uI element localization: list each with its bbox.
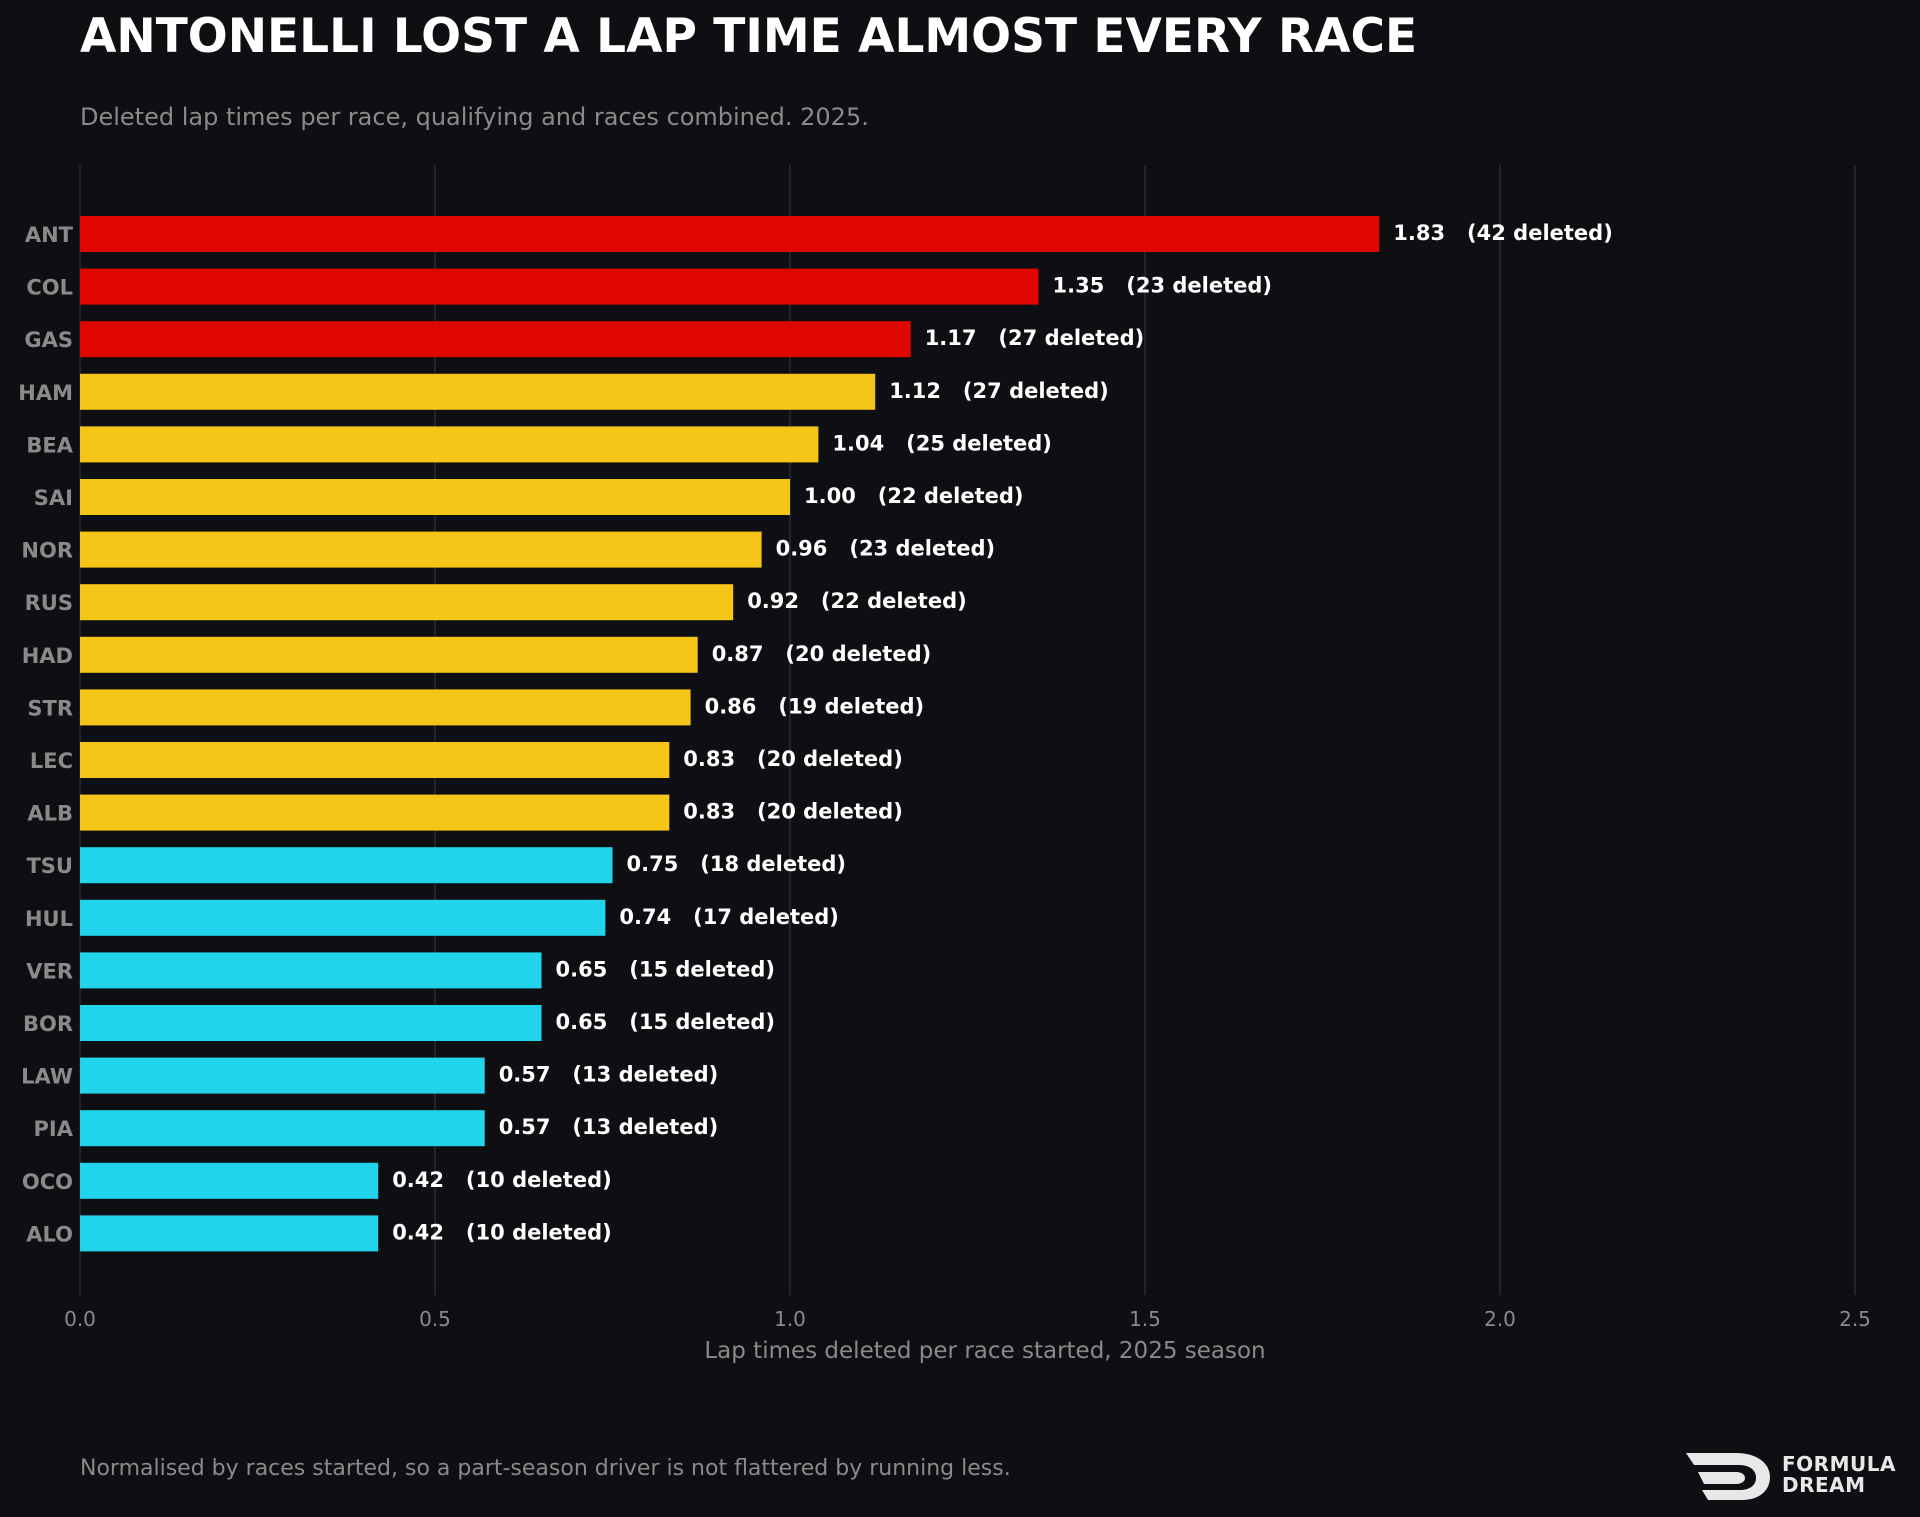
x-tick-label: 0.0 — [64, 1307, 96, 1331]
logo-mark-icon — [1686, 1453, 1770, 1500]
bar — [80, 268, 1039, 305]
x-axis-label: Lap times deleted per race started, 2025… — [704, 1338, 1265, 1364]
category-label: TSU — [26, 854, 73, 878]
bar — [80, 742, 670, 778]
data-label: 0.65 (15 deleted) — [556, 957, 776, 981]
category-label: COL — [26, 276, 73, 300]
data-label: 0.65 (15 deleted) — [556, 1010, 776, 1034]
logo-line-2: DREAM — [1782, 1473, 1866, 1497]
data-label: 1.00 (22 deleted) — [804, 484, 1024, 508]
category-label: LEC — [30, 749, 73, 773]
data-label: 1.17 (27 deleted) — [925, 326, 1145, 350]
bar — [80, 847, 613, 884]
category-label: OCO — [22, 1170, 73, 1194]
category-label: BOR — [23, 1012, 73, 1036]
data-label: 0.75 (18 deleted) — [627, 852, 847, 876]
data-label: 0.96 (23 deleted) — [776, 537, 996, 561]
bar — [80, 636, 698, 673]
category-label: VER — [26, 959, 73, 983]
bar — [80, 1110, 485, 1147]
category-label: STR — [27, 696, 73, 720]
category-label: LAW — [21, 1065, 73, 1089]
category-label: SAI — [34, 486, 73, 510]
category-label: PIA — [34, 1117, 74, 1141]
category-label: GAS — [24, 328, 73, 352]
logo-line-1: FORMULA — [1782, 1452, 1896, 1476]
x-tick-label: 1.5 — [1129, 1307, 1161, 1331]
category-label: HAM — [18, 381, 73, 405]
bar — [80, 794, 670, 831]
data-label: 0.57 (13 deleted) — [499, 1115, 719, 1139]
bar-chart: ANT 1.83 (42 deleted) COL 1.35 (23 deleted)… — [18, 165, 1871, 1364]
bar — [80, 1005, 542, 1041]
logo-wordmark: FORMULA DREAM — [1782, 1454, 1896, 1496]
chart-subtitle: Deleted lap times per race, qualifying a… — [80, 103, 869, 131]
data-label: 1.83 (42 deleted) — [1393, 221, 1613, 245]
data-label: 1.35 (23 deleted) — [1053, 274, 1273, 298]
footnote: Normalised by races started, so a part-s… — [80, 1456, 1011, 1481]
category-label: ALB — [27, 802, 73, 826]
data-label: 0.87 (20 deleted) — [712, 642, 932, 666]
category-label: NOR — [21, 539, 73, 563]
data-label: 0.86 (19 deleted) — [705, 694, 925, 718]
bar — [80, 584, 734, 621]
bar — [80, 1162, 379, 1199]
data-label: 0.83 (20 deleted) — [683, 747, 903, 771]
x-tick-label: 1.0 — [774, 1307, 806, 1331]
category-label: RUS — [25, 591, 73, 615]
data-label: 0.57 (13 deleted) — [499, 1063, 719, 1087]
bar — [80, 689, 691, 726]
data-label: 1.04 (25 deleted) — [832, 431, 1052, 455]
bar — [80, 216, 1380, 252]
category-label: ALO — [26, 1222, 73, 1246]
bar — [80, 1215, 379, 1252]
data-label: 0.92 (22 deleted) — [747, 589, 967, 613]
bar — [80, 373, 876, 410]
x-tick-label: 2.0 — [1484, 1307, 1516, 1331]
data-label: 0.83 (20 deleted) — [683, 800, 903, 824]
bar — [80, 1057, 485, 1094]
bar — [80, 531, 762, 568]
category-label: HAD — [22, 644, 73, 668]
bar — [80, 321, 911, 358]
x-tick-label: 2.5 — [1839, 1307, 1871, 1331]
data-label: 0.42 (10 deleted) — [392, 1220, 612, 1244]
x-tick-label: 0.5 — [419, 1307, 451, 1331]
brand-logo: FORMULA DREAM — [1684, 1450, 1908, 1502]
chart-title: ANTONELLI LOST A LAP TIME ALMOST EVERY R… — [80, 9, 1418, 64]
bar — [80, 899, 606, 936]
data-label: 0.74 (17 deleted) — [619, 905, 839, 929]
bar — [80, 479, 790, 515]
bar — [80, 952, 542, 989]
category-label: HUL — [25, 907, 73, 931]
bar — [80, 426, 819, 463]
data-label: 0.42 (10 deleted) — [392, 1168, 612, 1192]
data-label: 1.12 (27 deleted) — [889, 379, 1109, 403]
category-label: ANT — [25, 223, 74, 247]
category-label: BEA — [26, 433, 73, 457]
